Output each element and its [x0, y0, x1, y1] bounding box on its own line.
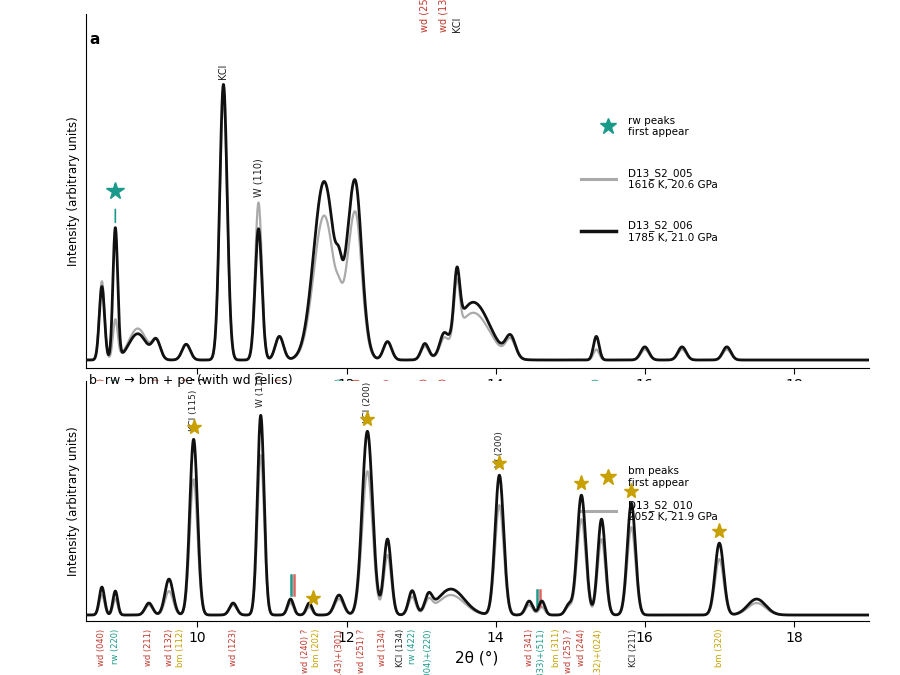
Text: wd (244): wd (244)	[577, 629, 586, 666]
Text: wd (134): wd (134)	[438, 0, 448, 32]
Text: wd (132): wd (132)	[165, 629, 174, 666]
Text: bm (112): bm (112)	[176, 629, 185, 668]
Text: KCl (134): KCl (134)	[396, 629, 405, 667]
Text: wd: wd	[678, 379, 687, 391]
Text: wd (211): wd (211)	[144, 629, 153, 666]
Text: bm (320): bm (320)	[715, 629, 724, 668]
Text: W (110): W (110)	[254, 159, 264, 197]
Text: rw (333)+(511): rw (333)+(511)	[592, 379, 601, 448]
Text: pe (004)+(220): pe (004)+(220)	[424, 629, 433, 675]
Text: W (110): W (110)	[256, 371, 266, 407]
Text: KCl (200): KCl (200)	[363, 382, 372, 423]
Text: wd (123): wd (123)	[274, 379, 284, 418]
Text: wd (253) ?: wd (253) ?	[564, 629, 573, 674]
Text: KCl (115): KCl (115)	[189, 390, 198, 431]
Text: wd (152)+(143)+(301): wd (152)+(143)+(301)	[383, 379, 392, 482]
Text: wd (123): wd (123)	[229, 629, 238, 666]
X-axis label: 2θ (°): 2θ (°)	[455, 651, 499, 666]
Text: wd (251) ?: wd (251) ?	[357, 629, 366, 673]
Text: rw peaks
first appear: rw peaks first appear	[628, 115, 689, 137]
Text: wd: wd	[636, 379, 645, 391]
Text: D13_S2_005
1616 K, 20.6 GPa: D13_S2_005 1616 K, 20.6 GPa	[628, 167, 718, 190]
Text: b  rw → bm + pe (with wd relics): b rw → bm + pe (with wd relics)	[89, 375, 292, 387]
Text: bm (311): bm (311)	[553, 629, 562, 668]
Text: bm (202): bm (202)	[312, 629, 321, 668]
Text: bm peaks
first appear: bm peaks first appear	[628, 466, 689, 488]
Text: wd (134): wd (134)	[439, 379, 448, 418]
Text: wd (132): wd (132)	[182, 379, 191, 418]
Text: wd: wd	[718, 379, 727, 391]
Text: rw (220): rw (220)	[111, 379, 120, 416]
Text: wd (134): wd (134)	[378, 629, 387, 666]
Text: KCl (211): KCl (211)	[629, 629, 638, 667]
Text: W (200): W (200)	[495, 431, 504, 467]
Text: wd (240): wd (240)	[353, 379, 362, 418]
Text: wd (251): wd (251)	[420, 379, 429, 418]
Text: wd (040): wd (040)	[97, 379, 106, 418]
Text: rw (333)+(511): rw (333)+(511)	[537, 629, 546, 675]
Text: wd (251): wd (251)	[419, 0, 430, 32]
Y-axis label: Intensity (arbitrary units): Intensity (arbitrary units)	[67, 116, 80, 265]
Text: D13_S2_010
2052 K, 21.9 GPa: D13_S2_010 2052 K, 21.9 GPa	[628, 500, 718, 522]
Text: wd (240) ?: wd (240) ?	[301, 629, 310, 673]
Text: rw (400): rw (400)	[335, 379, 344, 416]
Text: rw (220): rw (220)	[111, 629, 120, 664]
Text: wd (152)+(143)+(301): wd (152)+(143)+(301)	[335, 629, 344, 675]
Text: D13_S2_006
1785 K, 21.0 GPa: D13_S2_006 1785 K, 21.0 GPa	[628, 220, 718, 242]
Text: bm (132)+(024): bm (132)+(024)	[594, 629, 603, 675]
Text: wd (341): wd (341)	[525, 629, 534, 666]
Text: rw (422): rw (422)	[408, 629, 417, 664]
Text: KCl: KCl	[219, 63, 229, 79]
Text: a: a	[89, 32, 100, 47]
Y-axis label: Intensity (arbitrary units): Intensity (arbitrary units)	[67, 427, 80, 576]
Text: wd (211): wd (211)	[152, 379, 161, 418]
Text: KCl: KCl	[452, 16, 462, 32]
Text: wd (040): wd (040)	[97, 629, 106, 666]
